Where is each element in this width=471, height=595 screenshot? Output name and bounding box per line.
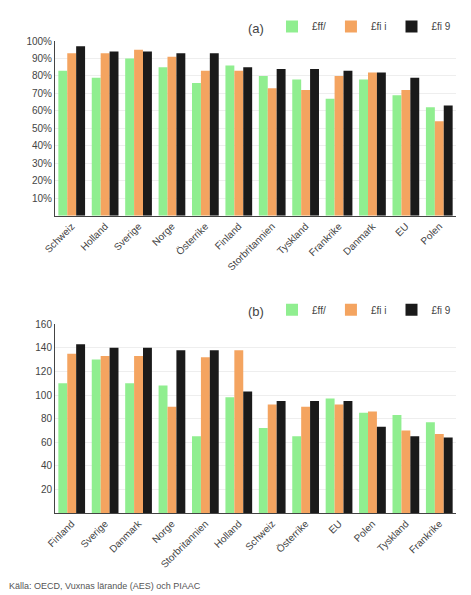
svg-text:Frankrike: Frankrike	[407, 518, 445, 556]
svg-text:£fi 9: £fi 9	[432, 21, 451, 32]
svg-text:Schweiz: Schweiz	[43, 221, 77, 255]
svg-text:120: 120	[35, 366, 52, 377]
svg-text:40%: 40%	[32, 140, 52, 151]
svg-text:£ff/: £ff/	[312, 305, 326, 316]
svg-text:Polen: Polen	[418, 221, 444, 247]
svg-text:20: 20	[41, 484, 53, 495]
svg-text:£fi i: £fi i	[371, 21, 387, 32]
svg-text:80%: 80%	[32, 70, 52, 81]
svg-text:Storbritannien: Storbritannien	[159, 518, 211, 570]
svg-text:Tyskland: Tyskland	[375, 518, 411, 554]
svg-text:100: 100	[35, 390, 52, 401]
svg-text:30%: 30%	[32, 158, 52, 169]
svg-text:£fi 9: £fi 9	[432, 305, 451, 316]
svg-text:£fi i: £fi i	[371, 305, 387, 316]
svg-text:20%: 20%	[32, 175, 52, 186]
svg-text:(b): (b)	[248, 304, 264, 319]
svg-text:Holland: Holland	[212, 518, 244, 550]
svg-text:Norge: Norge	[150, 518, 177, 545]
svg-text:Sverige: Sverige	[78, 518, 110, 550]
svg-text:Finland: Finland	[46, 518, 77, 549]
svg-text:100%: 100%	[26, 36, 52, 47]
svg-text:Källa: OECD, Vuxnas lärande (A: Källa: OECD, Vuxnas lärande (AES) och PI…	[9, 581, 201, 591]
svg-text:Danmark: Danmark	[341, 220, 378, 257]
svg-text:Danmark: Danmark	[107, 517, 144, 554]
svg-text:Tyskland: Tyskland	[275, 221, 311, 257]
svg-text:Finland: Finland	[213, 221, 244, 252]
svg-text:Österrike: Österrike	[274, 518, 311, 555]
svg-text:Storbritannien: Storbritannien	[225, 221, 277, 273]
svg-text:Polen: Polen	[352, 518, 378, 544]
svg-text:60: 60	[41, 437, 53, 448]
svg-text:Sverige: Sverige	[112, 221, 144, 253]
svg-text:160: 160	[35, 319, 52, 330]
svg-text:80: 80	[41, 413, 53, 424]
svg-text:£ff/: £ff/	[312, 21, 326, 32]
svg-text:60%: 60%	[32, 105, 52, 116]
svg-text:50%: 50%	[32, 123, 52, 134]
svg-text:40: 40	[41, 460, 53, 471]
svg-text:Schweiz: Schweiz	[243, 518, 277, 552]
svg-text:Norge: Norge	[150, 221, 177, 248]
svg-text:10%: 10%	[32, 193, 52, 204]
svg-text:Frankrike: Frankrike	[307, 221, 345, 259]
svg-text:EU: EU	[326, 518, 344, 536]
svg-text:EU: EU	[393, 221, 411, 239]
svg-text:140: 140	[35, 342, 52, 353]
svg-text:Holland: Holland	[78, 221, 110, 253]
svg-text:(a): (a)	[248, 21, 264, 36]
svg-text:90%: 90%	[32, 53, 52, 64]
svg-text:Österrike: Österrike	[174, 221, 211, 258]
svg-text:70%: 70%	[32, 88, 52, 99]
